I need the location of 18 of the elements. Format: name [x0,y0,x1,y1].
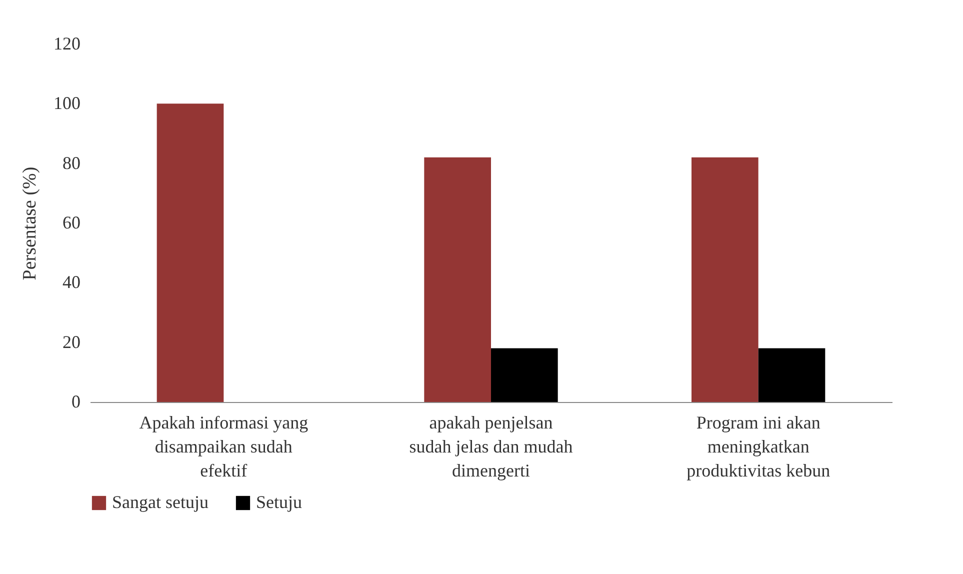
x-tick-label: Apakah informasi yang disampaikan sudah efektif [139,412,308,480]
y-tick-label: 100 [54,93,80,114]
legend-label: Sangat setuju [112,492,208,512]
y-tick-label: 80 [62,152,80,173]
y-tick-label: 60 [62,212,80,232]
bar [758,348,826,402]
x-tick-label: apakah penjelsan sudah jelas dan mudah dimengerti [409,412,573,480]
bar [424,157,491,402]
y-tick-label: 120 [54,34,80,54]
y-axis-title: Persentase (%) [20,166,40,280]
bar [491,348,558,402]
bar [156,104,224,402]
y-tick-label: 0 [72,392,80,412]
y-tick-label: 40 [62,272,80,292]
x-tick-label: Program ini akan meningkatkan produktivitas kebun [686,412,830,480]
legend-label: Setuju [256,492,302,512]
bar [692,157,758,402]
y-tick-label: 20 [62,332,80,352]
